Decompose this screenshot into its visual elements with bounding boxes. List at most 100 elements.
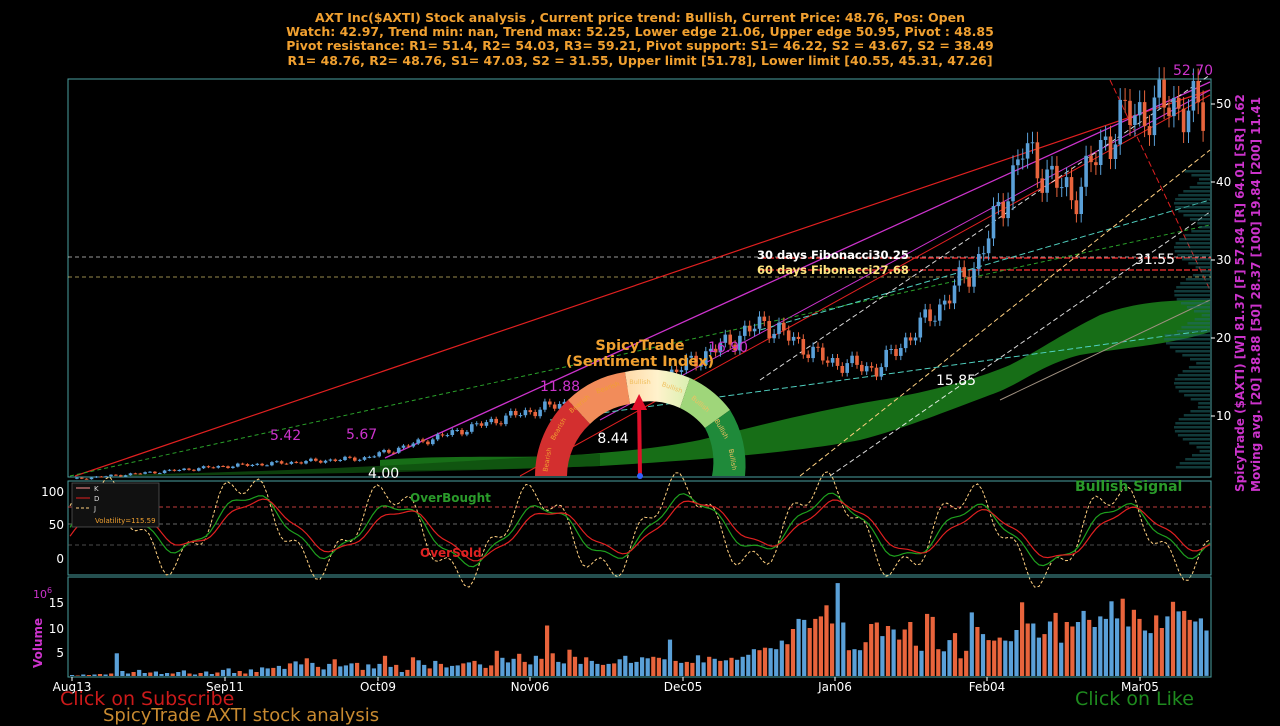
click-like-link[interactable]: Click on Like xyxy=(1075,688,1194,710)
candle-body xyxy=(460,430,464,435)
volume-profile-bar xyxy=(1195,266,1210,269)
volume-profile-bar xyxy=(1175,466,1210,469)
volume-profile-bar xyxy=(1196,362,1210,365)
volume-bar xyxy=(1025,623,1030,676)
volume-bar xyxy=(584,657,589,676)
candle-body xyxy=(557,404,562,409)
candle-body xyxy=(1040,178,1044,193)
volume-bar xyxy=(287,663,293,676)
volume-bar xyxy=(969,612,974,676)
volume-profile-bar xyxy=(1191,230,1210,233)
volume-bar xyxy=(1126,626,1131,676)
volume-profile-bar xyxy=(1179,238,1210,241)
volume-bar xyxy=(75,675,80,676)
volume-bars xyxy=(70,583,1209,677)
volume-bar xyxy=(1148,633,1153,676)
gauge-needle-head xyxy=(631,394,648,410)
candle-body xyxy=(1006,201,1010,219)
click-subscribe-link[interactable]: Click on Subscribe xyxy=(60,688,235,710)
candle-body xyxy=(192,469,196,471)
volume-bar xyxy=(824,605,829,676)
candle-body xyxy=(406,445,411,447)
volume-bar xyxy=(1014,630,1019,676)
volume-bar xyxy=(1087,619,1092,676)
candle-body xyxy=(1059,187,1064,189)
volume-bar xyxy=(204,671,209,676)
trend-white-dash-1 xyxy=(759,74,1211,381)
candle-body xyxy=(845,363,849,373)
volume-profile-bar xyxy=(1188,262,1210,265)
candle-body xyxy=(523,410,528,416)
candle-body xyxy=(470,424,474,432)
volume-bar xyxy=(1115,618,1120,676)
volume-bar xyxy=(533,655,538,676)
volume-bar xyxy=(785,644,790,676)
osc-tick-0: 0 xyxy=(56,552,64,566)
candle-body xyxy=(1201,102,1205,131)
x-tick-label: Feb04 xyxy=(969,680,1006,694)
candle-body xyxy=(986,238,991,254)
candle-body xyxy=(942,300,947,305)
candle-body xyxy=(889,349,893,350)
volume-bar xyxy=(192,674,198,676)
volume-frame xyxy=(67,576,1212,678)
candle-body xyxy=(465,431,469,435)
candle-body xyxy=(114,474,118,476)
candle-body xyxy=(777,322,781,334)
fib-60-label: 60 days Fibonacci27.68 xyxy=(757,263,909,277)
volume-bar xyxy=(355,662,360,676)
volume-bar xyxy=(835,583,840,676)
volume-bar xyxy=(159,674,164,676)
candle-body xyxy=(201,466,206,469)
volume-bar xyxy=(707,656,712,676)
volume-profile-bar xyxy=(1192,454,1210,457)
candle-body xyxy=(509,411,513,416)
volume-bar xyxy=(254,672,259,676)
candle-body xyxy=(796,336,801,339)
candle-body xyxy=(1069,177,1074,201)
volume-bar xyxy=(528,664,533,676)
volume-bar xyxy=(137,669,142,676)
candle-body xyxy=(1196,80,1200,103)
volume-bar xyxy=(120,671,125,676)
annotation-31-55: 31.55 xyxy=(1135,252,1175,268)
candle-body xyxy=(689,355,693,358)
volume-bar xyxy=(215,672,220,676)
candle-body xyxy=(80,477,84,479)
volume-profile-bar xyxy=(1174,246,1210,249)
volume-profile-bar xyxy=(1189,186,1210,189)
candle-body xyxy=(762,316,767,321)
volume-bar xyxy=(634,661,639,676)
volume-profile-bar xyxy=(1174,294,1210,297)
gauge-arc-red xyxy=(535,400,590,476)
volume-bar xyxy=(366,664,371,676)
candle-body xyxy=(684,357,689,371)
volume-profile-bar xyxy=(1201,314,1210,317)
volume-bar xyxy=(869,624,874,676)
candle-body xyxy=(1142,102,1147,127)
candle-body xyxy=(440,434,445,436)
volume-bar xyxy=(1008,641,1013,676)
candle-body xyxy=(275,461,279,463)
volume-bar xyxy=(1176,611,1181,676)
x-tick-label: Dec05 xyxy=(664,680,703,694)
volume-profile-bar xyxy=(1175,242,1210,245)
volume-profile-bar xyxy=(1176,330,1210,333)
candle-body xyxy=(933,320,937,322)
volume-profile-bar xyxy=(1164,334,1210,337)
candle-body xyxy=(533,412,537,417)
candle-body xyxy=(206,466,211,468)
volume-bar xyxy=(1098,616,1103,676)
volume-bar xyxy=(1137,618,1142,676)
gauge-needle-pivot xyxy=(637,473,643,479)
candle-body xyxy=(265,465,269,467)
volume-bar xyxy=(1042,634,1047,676)
candle-body xyxy=(821,347,825,361)
volume-profile-bar xyxy=(1175,198,1210,201)
volume-bar xyxy=(338,666,343,676)
candle-body xyxy=(357,459,362,461)
candle-body xyxy=(947,300,952,304)
volume-bar xyxy=(740,656,745,676)
volume-profile-bar xyxy=(1181,326,1210,329)
osc-volatility: Volatility=115.59 xyxy=(95,517,156,525)
